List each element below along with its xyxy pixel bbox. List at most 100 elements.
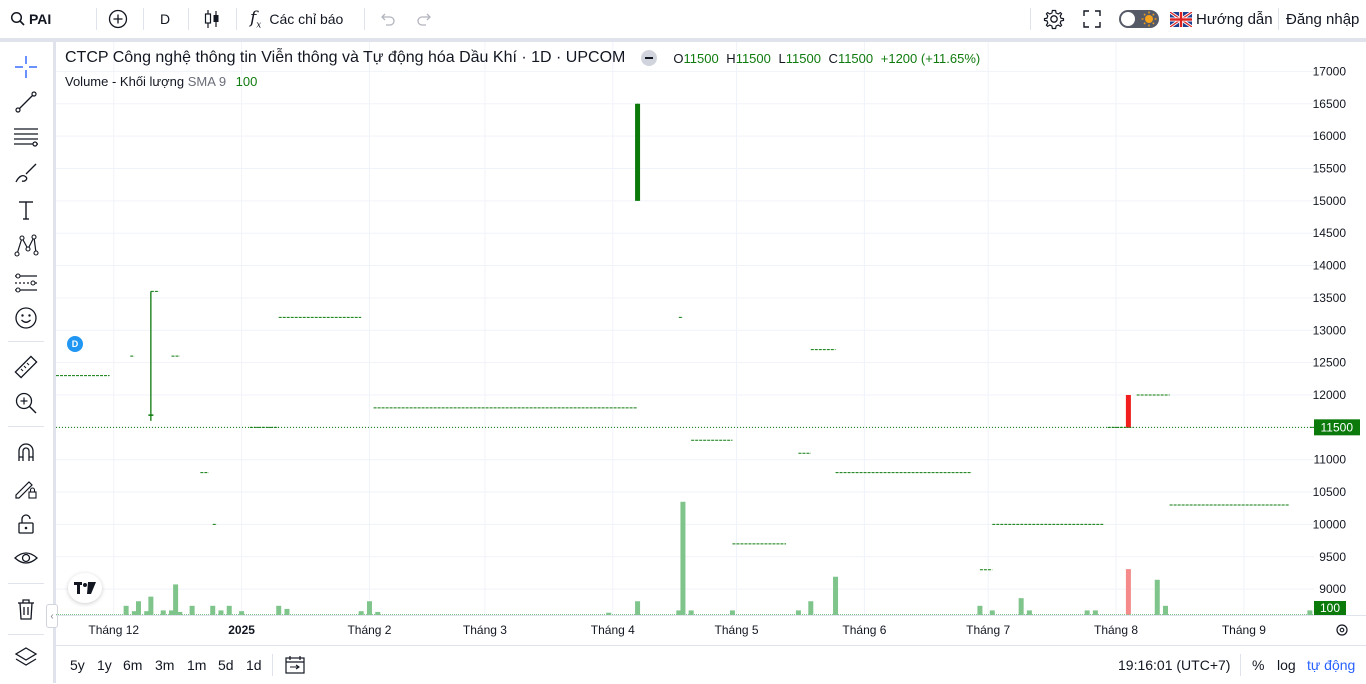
fib-tool[interactable]	[13, 124, 39, 150]
time-axis-settings-icon[interactable]	[1336, 624, 1348, 636]
clock-label: 19:16:01 (UTC+7)	[1118, 657, 1231, 673]
crosshair-tool[interactable]	[13, 54, 39, 80]
series-title: CTCP Công nghệ thông tin Viễn thông và T…	[65, 49, 626, 66]
visibility-tool[interactable]	[13, 545, 39, 571]
brush-icon	[15, 163, 37, 183]
object-tree-tool[interactable]	[13, 644, 39, 670]
time-axis[interactable]: Tháng 12 2025 Tháng 2 Tháng 3 Tháng 4 Tháng 5…	[56, 615, 1366, 638]
range-1m[interactable]: 1m	[187, 646, 206, 684]
undo-button[interactable]	[378, 0, 396, 38]
settings-button[interactable]	[1043, 0, 1065, 38]
theme-toggle[interactable]	[1118, 0, 1160, 38]
brush-tool[interactable]	[13, 160, 39, 186]
top-toolbar: PAI D fx Các chỉ báo Hướng dẫn Đăng nhập	[0, 0, 1366, 38]
text-tool[interactable]	[13, 197, 39, 223]
emoji-tool[interactable]	[13, 305, 39, 331]
divider	[188, 8, 189, 30]
range-5d[interactable]: 5d	[218, 646, 234, 684]
volume-bar	[276, 605, 282, 615]
divider	[1240, 654, 1241, 676]
price-axis[interactable]: 17000 16500 16000 15500 15000 14500 14000 13500…	[1313, 64, 1347, 596]
volume-bar	[729, 610, 735, 615]
login-button[interactable]: Đăng nhập	[1286, 0, 1359, 38]
range-5y[interactable]: 5y	[70, 646, 85, 684]
log-label: log	[1277, 657, 1296, 673]
x-tick-label: Tháng 12	[88, 623, 139, 637]
range-6m[interactable]: 6m	[123, 646, 142, 684]
lock-tool[interactable]	[13, 511, 39, 537]
trend-line-tool[interactable]	[13, 89, 39, 115]
y-tick-label: 15000	[1313, 194, 1347, 208]
lock-drawings-tool[interactable]	[13, 475, 39, 501]
auto-scale-toggle[interactable]: tự động	[1307, 646, 1355, 684]
volume-legend: Volume - Khối lượng SMA 9 100	[65, 74, 257, 89]
prediction-tool[interactable]	[13, 270, 39, 296]
zoom-tool[interactable]	[13, 390, 39, 416]
volume-bar	[168, 610, 174, 615]
y-tick-label: 14000	[1313, 259, 1347, 273]
volume-bar	[808, 601, 814, 615]
volume-bar	[688, 610, 694, 615]
measure-tool[interactable]	[13, 354, 39, 380]
x-tick-label: Tháng 9	[1222, 623, 1266, 637]
y-tick-label: 12500	[1313, 356, 1347, 370]
volume-bar	[1092, 610, 1098, 615]
log-toggle[interactable]: log	[1277, 646, 1296, 684]
indicators-button[interactable]: fx Các chỉ báo	[250, 0, 343, 38]
interval-button[interactable]: D	[160, 0, 170, 38]
close-value: 11500	[837, 50, 874, 66]
volume-bar	[1163, 605, 1169, 615]
ohlc-values: O11500 H11500 L11500 C11500 +1200 (+11.6…	[673, 51, 980, 66]
pattern-tool[interactable]	[13, 233, 39, 259]
chart-type-button[interactable]	[202, 0, 222, 38]
y-tick-label: 16500	[1313, 97, 1347, 111]
pencil-lock-icon	[15, 481, 37, 499]
goto-date-button[interactable]	[284, 646, 306, 684]
range-label: 5d	[218, 657, 234, 673]
volume-bar	[358, 611, 364, 615]
y-tick-label: 14500	[1313, 226, 1347, 240]
magnet-tool[interactable]	[13, 439, 39, 465]
pattern-icon	[14, 234, 39, 257]
percent-toggle[interactable]: %	[1252, 646, 1264, 684]
candle-body	[148, 414, 154, 416]
x-tick-label: Tháng 6	[842, 623, 886, 637]
divider	[236, 8, 237, 30]
divider	[143, 8, 144, 30]
layers-icon	[14, 647, 38, 666]
theme-toggle-icon	[1119, 10, 1159, 28]
y-tick-label: 17000	[1313, 64, 1347, 78]
percent-label: %	[1252, 657, 1265, 673]
range-1y[interactable]: 1y	[97, 646, 112, 684]
compare-button[interactable]	[108, 0, 128, 38]
volume-bar	[676, 610, 682, 615]
symbol-search[interactable]: PAI	[10, 0, 51, 38]
fullscreen-button[interactable]	[1082, 0, 1102, 38]
crosshair-icon	[15, 56, 37, 78]
clock-timezone[interactable]: 19:16:01 (UTC+7)	[1118, 646, 1230, 684]
indicators-label: Các chỉ báo	[269, 11, 344, 27]
delete-tool[interactable]	[13, 596, 39, 622]
redo-icon	[417, 13, 431, 26]
volume-bar	[833, 576, 839, 615]
price-chart[interactable]: 17000 16500 16000 15500 15000 14500 14000 13500…	[56, 42, 1366, 645]
legend-toggle-button[interactable]	[641, 50, 658, 66]
volume-bar	[131, 611, 137, 615]
high-label: H	[726, 50, 736, 66]
axis-badges: 11500 100	[1314, 419, 1360, 615]
eye-icon	[14, 552, 38, 564]
fx-icon: fx	[250, 7, 262, 31]
range-3m[interactable]: 3m	[155, 646, 174, 684]
tradingview-logo[interactable]	[68, 573, 102, 603]
range-1d[interactable]: 1d	[246, 646, 262, 684]
auto-label: tự động	[1307, 657, 1356, 673]
dividend-badge[interactable]: D	[67, 336, 83, 352]
volume-bar	[210, 605, 216, 615]
tradingview-logo-icon	[74, 582, 96, 594]
redo-button[interactable]	[416, 0, 434, 38]
volume-bar	[123, 605, 129, 615]
volume-bar	[795, 610, 801, 615]
volume-bar	[144, 611, 150, 615]
open-value: 11500	[683, 50, 719, 66]
guide-button[interactable]: Hướng dẫn	[1170, 0, 1273, 38]
